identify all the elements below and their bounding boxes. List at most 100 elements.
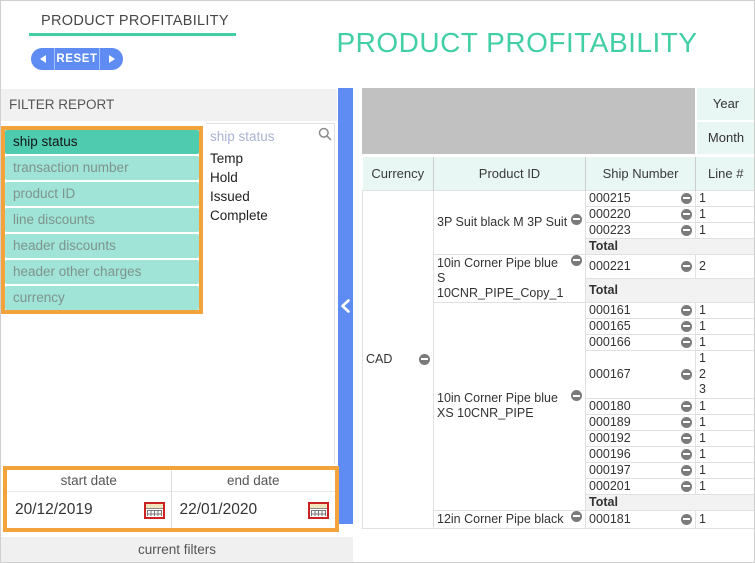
circle-minus-icon[interactable] (681, 336, 692, 348)
line-number-cell: 1 (695, 477, 754, 495)
filter-field-item[interactable]: line discounts (5, 208, 199, 232)
line-number-cell: 1 (695, 397, 754, 415)
reset-next-button[interactable] (100, 48, 123, 70)
filter-field-item[interactable]: currency (5, 286, 199, 310)
ship-number-cell: 000166 (585, 333, 696, 351)
ship-number-cell: 000220 (585, 205, 696, 223)
column-header-line: Line # (695, 157, 754, 190)
total-cell: Total (585, 237, 754, 255)
filter-field-item[interactable]: product ID (5, 182, 199, 206)
reset-prev-button[interactable] (31, 48, 54, 70)
total-row: Total (363, 237, 754, 255)
product-name: 3P Suit black M 3P Suit (437, 214, 568, 229)
column-header-currency: Currency (362, 157, 434, 190)
reset-main-button[interactable]: RESET (54, 48, 100, 70)
ship-number-value: 000192 (589, 430, 631, 445)
start-date-field[interactable]: 20/12/2019 (15, 501, 93, 518)
ship-number-value: 000167 (589, 366, 631, 381)
currency-value: CAD (366, 351, 393, 366)
ship-number-cell: 000215 (585, 189, 696, 207)
tab-product-profitability[interactable]: PRODUCT PROFITABILITY (41, 13, 229, 29)
circle-minus-icon[interactable] (681, 224, 692, 236)
panel-collapse-bar[interactable] (338, 88, 353, 524)
circle-minus-icon[interactable] (681, 416, 692, 428)
search-input[interactable] (210, 129, 318, 144)
circle-minus-icon[interactable] (681, 432, 692, 444)
start-date-label: start date (7, 470, 171, 492)
circle-minus-icon[interactable] (571, 254, 582, 266)
circle-minus-icon[interactable] (681, 464, 692, 476)
circle-minus-icon[interactable] (419, 353, 430, 365)
tab-active-underline (29, 33, 236, 36)
filter-option-item[interactable]: Issued (210, 189, 250, 204)
total-cell: Total (585, 277, 754, 303)
line-number-cell: 1 (695, 349, 754, 366)
ship-number-value: 000181 (589, 511, 631, 526)
table-row: 000192 1 (363, 429, 754, 447)
line-number-cell: 2 (695, 366, 754, 382)
circle-minus-icon[interactable] (681, 448, 692, 460)
ship-number-value: 000189 (589, 414, 631, 429)
ship-number-value: 000166 (589, 334, 631, 349)
filter-field-item[interactable]: header discounts (5, 234, 199, 258)
ship-number-value: 000221 (589, 258, 631, 273)
report-table: Currency Product ID Ship Number Line # C… (362, 157, 754, 529)
line-number-cell: 3 (695, 382, 754, 399)
ship-number-cell: 000197 (585, 461, 696, 479)
circle-minus-icon[interactable] (571, 390, 582, 401)
ship-number-cell: 000201 (585, 477, 696, 495)
ship-number-cell: 000223 (585, 221, 696, 239)
line-number-cell: 1 (695, 429, 754, 447)
ship-number-value: 000161 (589, 302, 631, 317)
circle-minus-icon[interactable] (681, 208, 692, 220)
date-range-box: start date 20/12/2019 end date 22/01/202… (3, 466, 339, 532)
filter-field-item[interactable]: ship status (5, 130, 199, 154)
product-name: 10in Corner Pipe blue XS 10CNR_PIPE (437, 391, 558, 420)
circle-minus-icon[interactable] (571, 510, 582, 522)
chevron-left-icon[interactable] (340, 299, 351, 318)
circle-minus-icon[interactable] (681, 513, 692, 525)
table-row: CAD 3P Suit black M 3P Suit 000215 1 (362, 189, 754, 529)
search-icon (318, 127, 332, 146)
filter-options-panel: Temp Hold Issued Complete (206, 123, 335, 464)
circle-minus-icon[interactable] (681, 320, 692, 332)
circle-minus-icon[interactable] (681, 260, 692, 272)
line-number-cell: 2 (695, 253, 754, 279)
line-number-cell: 1 (695, 445, 754, 463)
filter-option-item[interactable]: Temp (210, 151, 244, 166)
table-row: 000165 1 (363, 317, 754, 335)
current-filters-header: current filters (1, 537, 353, 562)
total-cell: Total (585, 493, 754, 511)
filter-option-item[interactable]: Complete (210, 208, 268, 223)
table-row: 000167 1 (363, 349, 754, 399)
calendar-icon[interactable] (143, 501, 165, 519)
month-header-cell: Month (697, 122, 754, 154)
ship-number-cell: 000167 (585, 349, 696, 399)
circle-minus-icon[interactable] (681, 368, 692, 380)
filter-report-header: FILTER REPORT (1, 89, 337, 121)
circle-minus-icon[interactable] (571, 213, 582, 225)
ship-number-cell: 000221 (585, 253, 696, 279)
ship-number-cell: 000189 (585, 413, 696, 431)
calendar-icon[interactable] (308, 501, 329, 519)
circle-minus-icon[interactable] (681, 400, 692, 412)
filter-field-item[interactable]: transaction number (5, 156, 199, 180)
line-number-cell: 1 (695, 205, 754, 223)
end-date-field[interactable]: 22/01/2020 (179, 501, 258, 518)
filter-option-item[interactable]: Hold (210, 170, 238, 185)
product-cell: 10in Corner Pipe blue XS 10CNR_PIPE (433, 301, 586, 511)
circle-minus-icon[interactable] (681, 480, 692, 492)
arrow-right-icon (108, 55, 115, 63)
circle-minus-icon[interactable] (681, 192, 692, 204)
table-row: 000196 1 (363, 445, 754, 463)
search-row (206, 124, 334, 149)
table-row: 000223 1 (363, 221, 754, 239)
line-number-cell: 1 (695, 413, 754, 431)
ship-number-value: 000215 (589, 190, 631, 205)
table-row: 000220 1 (363, 205, 754, 223)
product-cell: 3P Suit black M 3P Suit (433, 189, 586, 255)
filter-field-item[interactable]: header other charges (5, 260, 199, 284)
product-name: 12in Corner Pipe black (437, 511, 564, 526)
circle-minus-icon[interactable] (681, 304, 692, 316)
reset-button[interactable]: RESET (31, 48, 123, 70)
